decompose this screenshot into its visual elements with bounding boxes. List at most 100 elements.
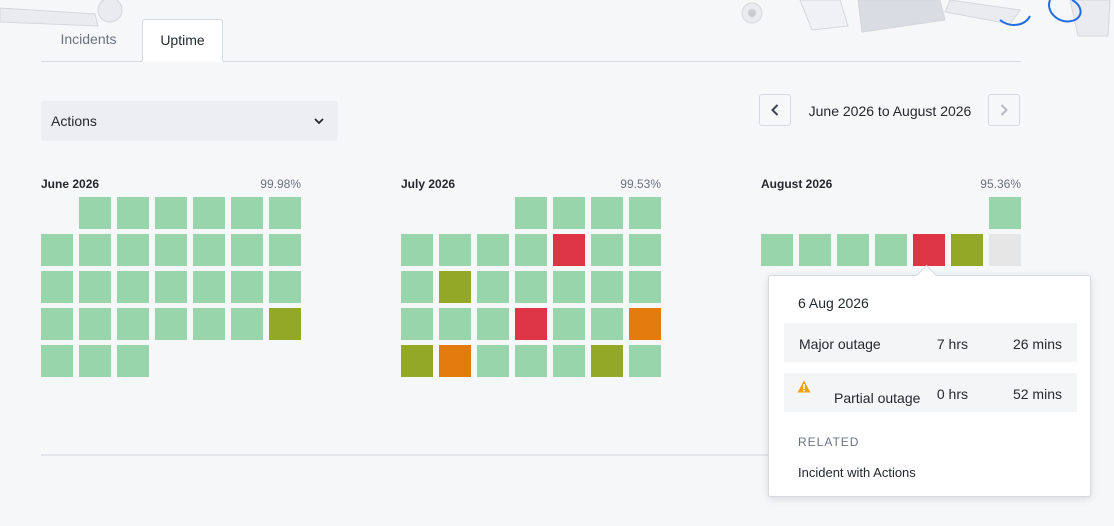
day-cell[interactable] — [269, 271, 301, 303]
day-cell[interactable] — [79, 197, 111, 229]
day-cell[interactable] — [515, 308, 547, 340]
day-cell[interactable] — [515, 234, 547, 266]
warning-icon — [797, 380, 811, 396]
day-cell[interactable] — [799, 234, 831, 266]
day-cell[interactable] — [515, 197, 547, 229]
day-grid — [41, 197, 301, 387]
day-cell[interactable] — [193, 234, 225, 266]
day-cell[interactable] — [591, 308, 623, 340]
day-cell[interactable] — [989, 234, 1021, 266]
day-cell[interactable] — [117, 197, 149, 229]
tab-incidents[interactable]: Incidents — [60, 31, 117, 47]
day-cell[interactable] — [117, 345, 149, 377]
month-uptime-percent: 99.53% — [620, 177, 661, 191]
day-cell[interactable] — [79, 234, 111, 266]
day-cell[interactable] — [231, 197, 263, 229]
day-cell[interactable] — [515, 345, 547, 377]
day-cell[interactable] — [477, 234, 509, 266]
day-cell[interactable] — [401, 234, 433, 266]
day-cell[interactable] — [629, 271, 661, 303]
day-cell[interactable] — [761, 234, 793, 266]
day-cell[interactable] — [837, 234, 869, 266]
day-cell[interactable] — [231, 308, 263, 340]
day-cell[interactable] — [553, 234, 585, 266]
day-cell[interactable] — [79, 345, 111, 377]
day-cell[interactable] — [117, 234, 149, 266]
day-cell[interactable] — [231, 271, 263, 303]
day-cell[interactable] — [553, 345, 585, 377]
day-cell[interactable] — [79, 271, 111, 303]
outage-minutes: 26 mins — [1012, 336, 1062, 352]
next-period-button[interactable] — [988, 94, 1020, 126]
day-grid — [401, 197, 661, 387]
day-detail-tooltip: 6 Aug 2026 Major outage 7 hrs 26 mins Pa… — [768, 264, 1091, 497]
month-uptime-percent: 95.36% — [980, 177, 1021, 191]
day-cell[interactable] — [951, 234, 983, 266]
tab-uptime[interactable]: Uptime — [142, 19, 223, 62]
outage-type-label: Major outage — [799, 336, 881, 352]
tab-bar: Incidents Uptime — [41, 19, 1021, 62]
day-cell[interactable] — [515, 271, 547, 303]
actions-dropdown[interactable]: Actions — [41, 101, 338, 141]
day-cell[interactable] — [41, 308, 73, 340]
day-cell[interactable] — [401, 308, 433, 340]
day-cell[interactable] — [117, 271, 149, 303]
day-cell[interactable] — [629, 234, 661, 266]
chevron-down-icon — [314, 101, 324, 141]
day-cell[interactable] — [155, 197, 187, 229]
section-divider — [41, 454, 769, 456]
day-cell[interactable] — [193, 308, 225, 340]
day-cell[interactable] — [269, 308, 301, 340]
day-cell[interactable] — [629, 345, 661, 377]
tooltip-date: 6 Aug 2026 — [798, 295, 869, 311]
day-cell[interactable] — [193, 197, 225, 229]
chevron-right-icon — [1000, 104, 1008, 116]
day-cell[interactable] — [155, 271, 187, 303]
previous-period-button[interactable] — [759, 94, 791, 126]
date-range-label: June 2026 to August 2026 — [808, 103, 972, 119]
day-cell[interactable] — [875, 234, 907, 266]
day-cell[interactable] — [477, 271, 509, 303]
day-cell[interactable] — [591, 197, 623, 229]
day-cell[interactable] — [989, 197, 1021, 229]
chevron-left-icon — [771, 104, 779, 116]
outage-row-partial: Partial outage 0 hrs 52 mins — [784, 373, 1077, 412]
day-cell[interactable] — [193, 271, 225, 303]
outage-hours: 0 hrs — [936, 386, 968, 402]
day-cell[interactable] — [439, 345, 471, 377]
month-name: July 2026 — [401, 177, 456, 191]
day-cell[interactable] — [629, 308, 661, 340]
day-cell[interactable] — [155, 308, 187, 340]
day-cell[interactable] — [553, 197, 585, 229]
day-cell[interactable] — [269, 234, 301, 266]
day-cell[interactable] — [477, 308, 509, 340]
day-cell[interactable] — [401, 345, 433, 377]
day-cell[interactable] — [401, 271, 433, 303]
outage-row-major: Major outage 7 hrs 26 mins — [784, 323, 1077, 362]
day-cell[interactable] — [41, 234, 73, 266]
related-incident-link[interactable]: Incident with Actions — [798, 465, 916, 480]
day-cell[interactable] — [79, 308, 111, 340]
day-cell[interactable] — [117, 308, 149, 340]
day-cell[interactable] — [629, 197, 661, 229]
day-cell[interactable] — [553, 271, 585, 303]
month-name: August 2026 — [761, 177, 833, 191]
day-cell[interactable] — [41, 271, 73, 303]
day-cell[interactable] — [553, 308, 585, 340]
day-cell[interactable] — [913, 234, 945, 266]
day-cell[interactable] — [41, 345, 73, 377]
day-cell[interactable] — [155, 234, 187, 266]
day-grid — [761, 197, 1021, 387]
day-cell[interactable] — [591, 345, 623, 377]
day-cell[interactable] — [269, 197, 301, 229]
day-cell[interactable] — [477, 345, 509, 377]
day-cell[interactable] — [439, 234, 471, 266]
outage-hours: 7 hrs — [936, 336, 968, 352]
month-name: June 2026 — [41, 177, 100, 191]
day-cell[interactable] — [231, 234, 263, 266]
day-cell[interactable] — [591, 234, 623, 266]
month-uptime-percent: 99.98% — [260, 177, 301, 191]
day-cell[interactable] — [591, 271, 623, 303]
day-cell[interactable] — [439, 308, 471, 340]
day-cell[interactable] — [439, 271, 471, 303]
